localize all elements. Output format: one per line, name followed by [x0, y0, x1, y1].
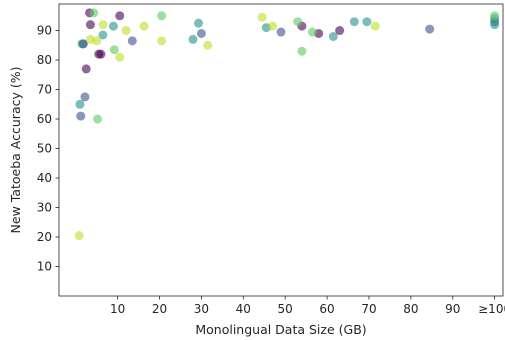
- data-point: [76, 111, 86, 121]
- data-point: [121, 26, 131, 36]
- y-tick-label: 30: [37, 201, 52, 215]
- data-point: [96, 49, 106, 59]
- x-axis-label: Monolingual Data Size (GB): [195, 322, 366, 337]
- x-tick-label: 50: [278, 302, 293, 316]
- data-point: [203, 40, 213, 50]
- data-point: [335, 26, 345, 36]
- data-point: [490, 11, 500, 21]
- x-tick-label: 60: [319, 302, 334, 316]
- data-point: [268, 21, 278, 31]
- data-point: [139, 21, 149, 31]
- y-tick-label: 10: [37, 260, 52, 274]
- y-tick-label: 60: [37, 112, 52, 126]
- data-point: [490, 20, 500, 30]
- x-tick-label: 30: [194, 302, 209, 316]
- data-point: [109, 45, 119, 55]
- marks-layer: [74, 8, 500, 241]
- y-tick-label: 80: [37, 53, 52, 67]
- y-tick-label: 20: [37, 230, 52, 244]
- y-axis: 10 20 30 40 50 60 70 80 90: [37, 24, 59, 274]
- data-point: [98, 20, 108, 30]
- data-point: [127, 36, 137, 46]
- data-point: [257, 12, 267, 22]
- data-point: [81, 64, 91, 74]
- data-point: [328, 31, 338, 41]
- y-tick-label: 70: [37, 83, 52, 97]
- data-point: [77, 39, 87, 49]
- data-point: [425, 24, 435, 34]
- x-tick-label: 70: [361, 302, 376, 316]
- x-tick-label: 90: [445, 302, 460, 316]
- data-point: [276, 27, 286, 37]
- x-tick-label: 80: [403, 302, 418, 316]
- data-point: [92, 36, 102, 46]
- y-tick-label: 90: [37, 24, 52, 38]
- data-point: [98, 30, 108, 40]
- data-point: [93, 114, 103, 124]
- data-point: [115, 52, 125, 62]
- data-point: [89, 8, 99, 18]
- x-tick-label: ≥100: [478, 302, 505, 316]
- data-point: [108, 21, 118, 31]
- data-point: [293, 17, 303, 27]
- x-tick-label: 10: [110, 302, 125, 316]
- y-tick-label: 40: [37, 171, 52, 185]
- data-point: [74, 231, 84, 241]
- plot-frame: [58, 3, 504, 297]
- data-point: [85, 20, 95, 30]
- data-point: [370, 21, 380, 31]
- data-point: [349, 17, 359, 27]
- data-point: [80, 92, 90, 102]
- data-point: [157, 11, 167, 21]
- data-point: [362, 17, 372, 27]
- data-point: [75, 99, 85, 109]
- data-point: [157, 36, 167, 46]
- data-point: [188, 34, 198, 44]
- data-point: [115, 11, 125, 21]
- data-point: [196, 28, 206, 38]
- data-point: [307, 27, 317, 37]
- data-point: [193, 18, 203, 28]
- x-tick-label: 40: [236, 302, 251, 316]
- data-point: [297, 46, 307, 56]
- y-axis-label: New Tatoeba Accuracy (%): [8, 67, 23, 234]
- y-tick-label: 50: [37, 142, 52, 156]
- x-axis: 10 20 30 40 50 60 70 80 90 ≥100: [110, 296, 505, 316]
- x-tick-label: 20: [152, 302, 167, 316]
